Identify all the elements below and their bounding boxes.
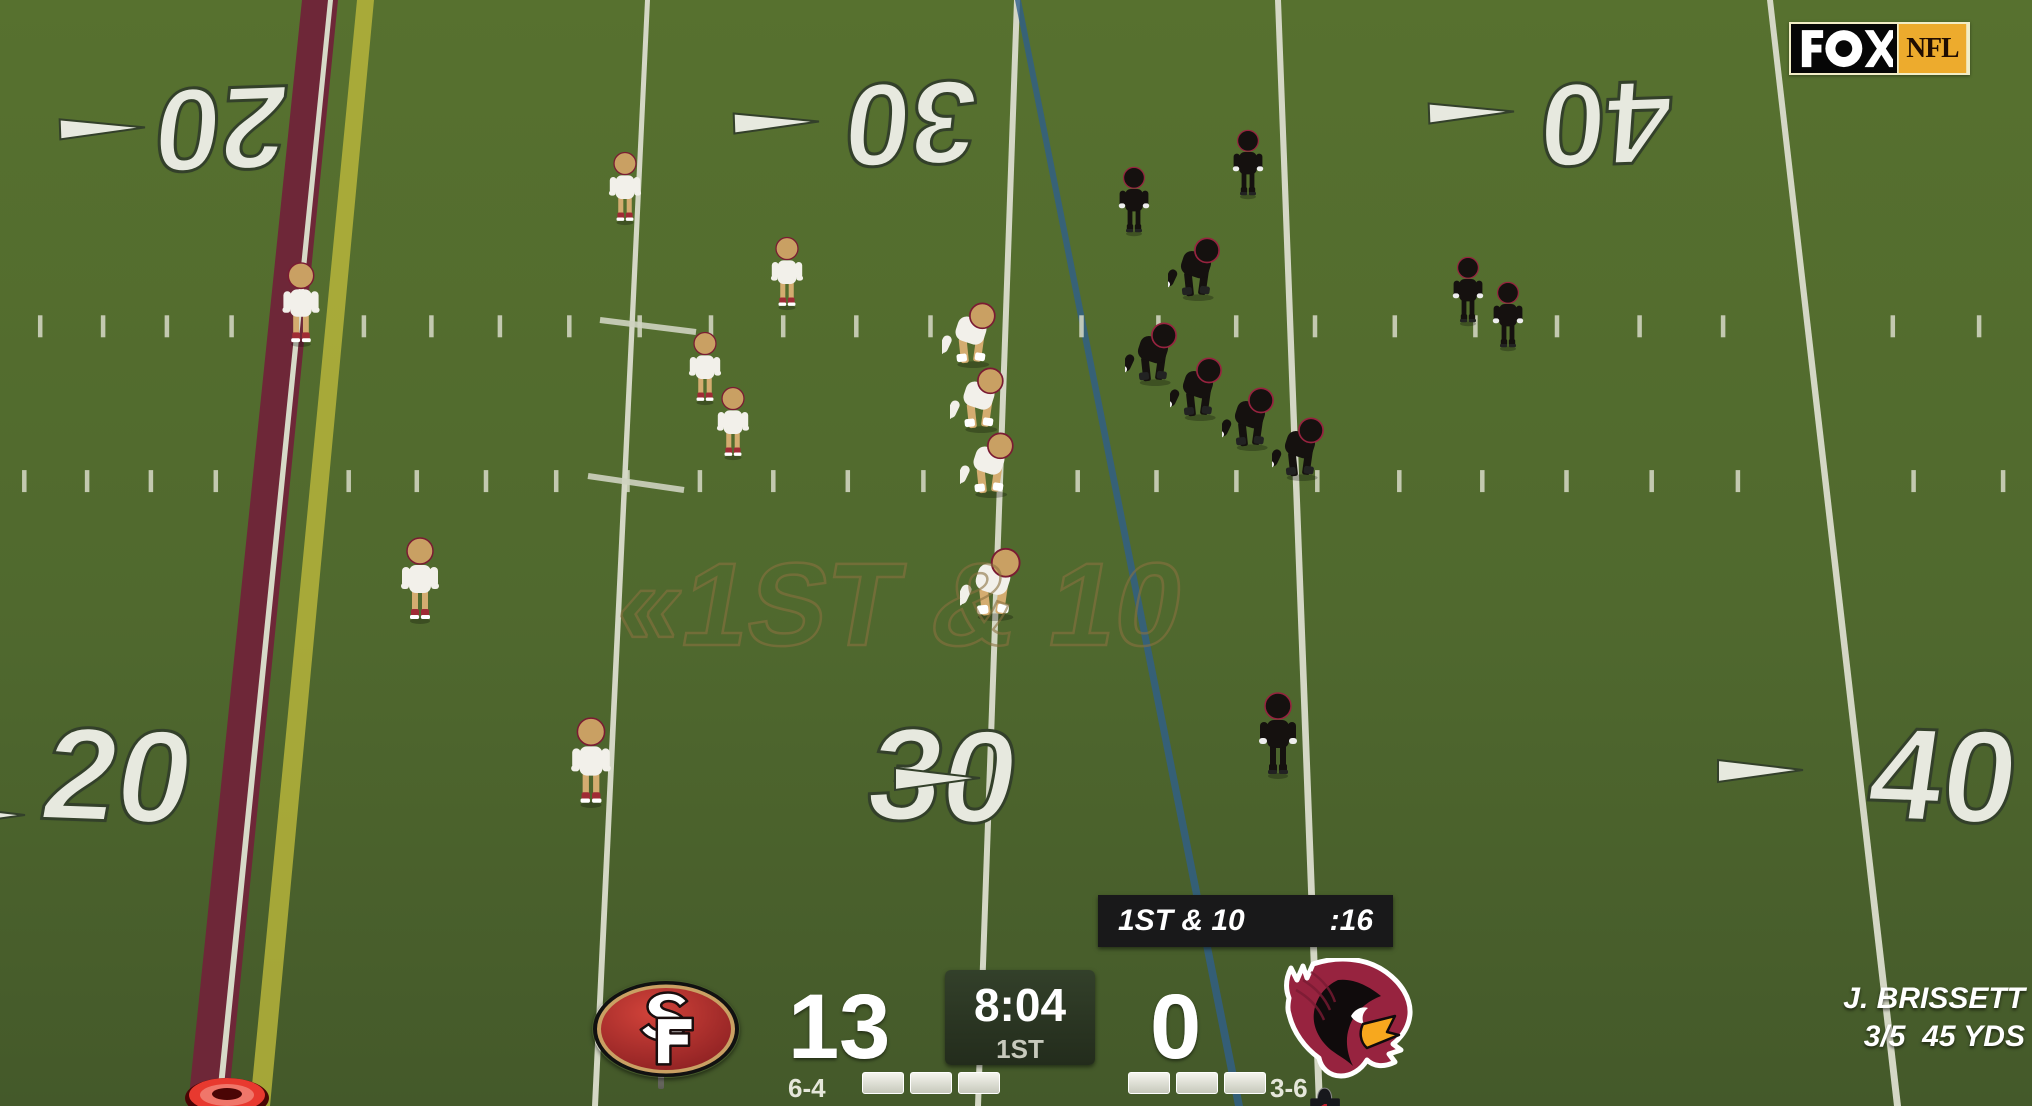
svg-text:1: 1 <box>1319 1100 1330 1106</box>
